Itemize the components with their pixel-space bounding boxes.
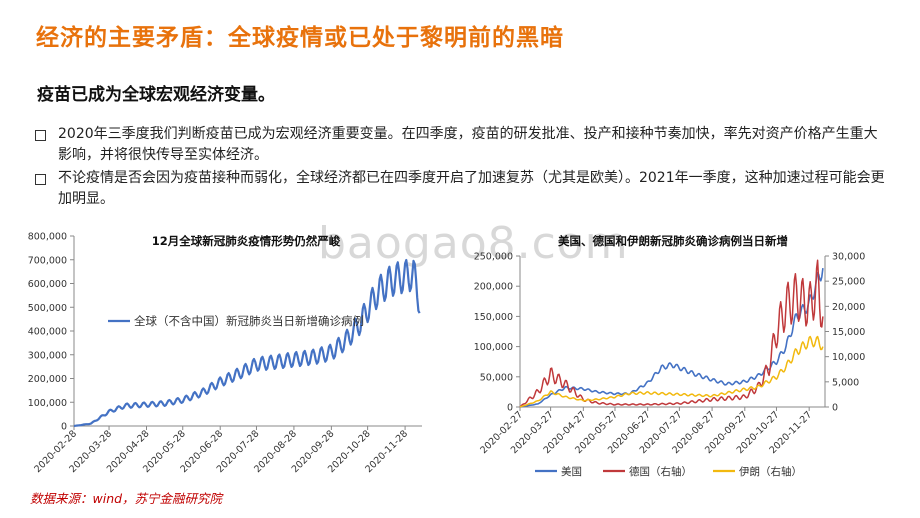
y-tick-label: 0	[507, 403, 513, 414]
chart-title: 12月全球新冠肺炎疫情形势仍然严峻	[152, 234, 341, 248]
legend-label: 美国	[561, 465, 582, 478]
page-title: 经济的主要矛盾：全球疫情或已处于黎明前的黑暗	[36, 25, 564, 51]
y-tick-label: 100,000	[474, 342, 513, 353]
bullet-text: 2020年三季度我们判断疫苗已成为宏观经济重要变量。在四季度，疫苗的研发批准、投…	[58, 126, 878, 163]
series-line	[73, 258, 421, 428]
y-tick-label: 600,000	[28, 279, 67, 290]
bullet-item: 不论疫情是否会因为疫苗接种而弱化，全球经济都已在四季度开启了加速复苏（尤其是欧美…	[35, 168, 885, 210]
y-tick-label: 700,000	[28, 255, 67, 266]
square-bullet-icon	[35, 130, 46, 141]
y-right-tick-label: 0	[832, 403, 838, 414]
y-right-tick-label: 25,000	[832, 277, 865, 288]
y-right-tick-label: 30,000	[832, 252, 865, 263]
watermark: baogao8.com	[318, 218, 629, 269]
bullet-list: 2020年三季度我们判断疫苗已成为宏观经济重要变量。在四季度，疫苗的研发批准、投…	[35, 124, 885, 212]
section-subtitle: 疫苗已成为全球宏观经济变量。	[37, 85, 275, 105]
y-right-tick-label: 20,000	[832, 302, 865, 313]
y-tick-label: 50,000	[480, 372, 513, 383]
y-tick-label: 0	[61, 422, 67, 433]
series-line	[519, 268, 824, 408]
y-tick-label: 800,000	[28, 232, 67, 243]
legend-label: 伊朗（右轴）	[739, 465, 802, 478]
y-tick-label: 200,000	[28, 374, 67, 385]
us-germany-iran-chart: 美国、德国和伊朗新冠肺炎确诊病例当日新增 0 50,000 100,000 150,0…	[474, 234, 866, 478]
y-tick-label: 200,000	[474, 282, 513, 293]
series-line	[519, 259, 824, 408]
chart-title: 美国、德国和伊朗新冠肺炎确诊病例当日新增	[558, 234, 788, 248]
y-right-tick-label: 5,000	[832, 377, 859, 388]
bullet-item: 2020年三季度我们判断疫苗已成为宏观经济重要变量。在四季度，疫苗的研发批准、投…	[35, 124, 885, 166]
legend-label: 德国（右轴）	[629, 465, 692, 478]
y-tick-label: 500,000	[28, 303, 67, 314]
legend-label: 全球（不含中国）新冠肺炎当日新增确诊病例	[134, 314, 364, 328]
y-tick-label: 300,000	[28, 350, 67, 361]
data-source-note: 数据来源：wind，苏宁金融研究院	[30, 491, 223, 506]
series-line	[519, 335, 824, 408]
y-right-tick-label: 10,000	[832, 352, 865, 363]
y-tick-label: 250,000	[474, 252, 513, 263]
global-cases-chart: 12月全球新冠肺炎疫情形势仍然严峻 0 100,000 200,000 300,000…	[28, 232, 422, 475]
y-right-tick-label: 15,000	[832, 327, 865, 338]
y-tick-label: 150,000	[474, 312, 513, 323]
square-bullet-icon	[35, 174, 46, 185]
bullet-text: 不论疫情是否会因为疫苗接种而弱化，全球经济都已在四季度开启了加速复苏（尤其是欧美…	[58, 170, 885, 207]
y-tick-label: 400,000	[28, 327, 67, 338]
y-tick-label: 100,000	[28, 398, 67, 409]
